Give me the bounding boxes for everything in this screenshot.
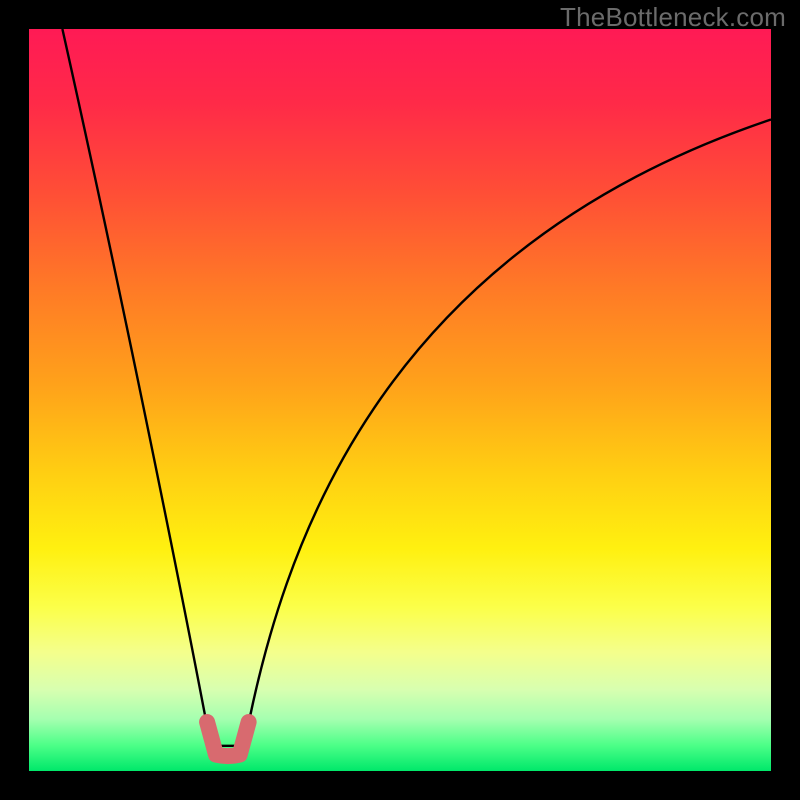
gradient-background (29, 29, 771, 771)
bottleneck-chart (0, 0, 800, 800)
